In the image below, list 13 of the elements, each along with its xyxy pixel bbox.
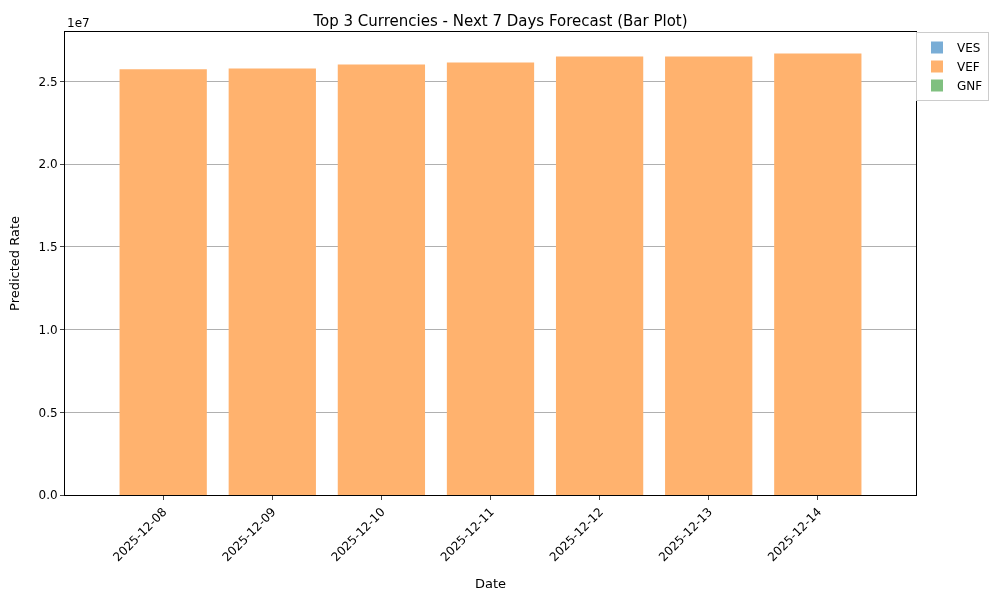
chart-title: Top 3 Currencies - Next 7 Days Forecast (Bar Plot): [312, 11, 688, 30]
y-tick-label: 1.0: [38, 322, 58, 337]
text: 1e7: [67, 16, 90, 30]
y-tick-label: 0.5: [38, 405, 58, 420]
y-tick-label: 2.0: [38, 157, 58, 172]
legend-label: VES: [957, 41, 981, 56]
x-axis-title: Date: [474, 575, 507, 591]
legend-label: VEF: [957, 60, 980, 75]
y-tick-label: 1.5: [38, 240, 58, 255]
y-axis-title: Predicted Rate: [7, 216, 23, 311]
y-tick-label: 2.5: [38, 74, 58, 89]
legend-label: GNF: [957, 79, 983, 94]
y-tick-label: 0.0: [38, 488, 58, 503]
